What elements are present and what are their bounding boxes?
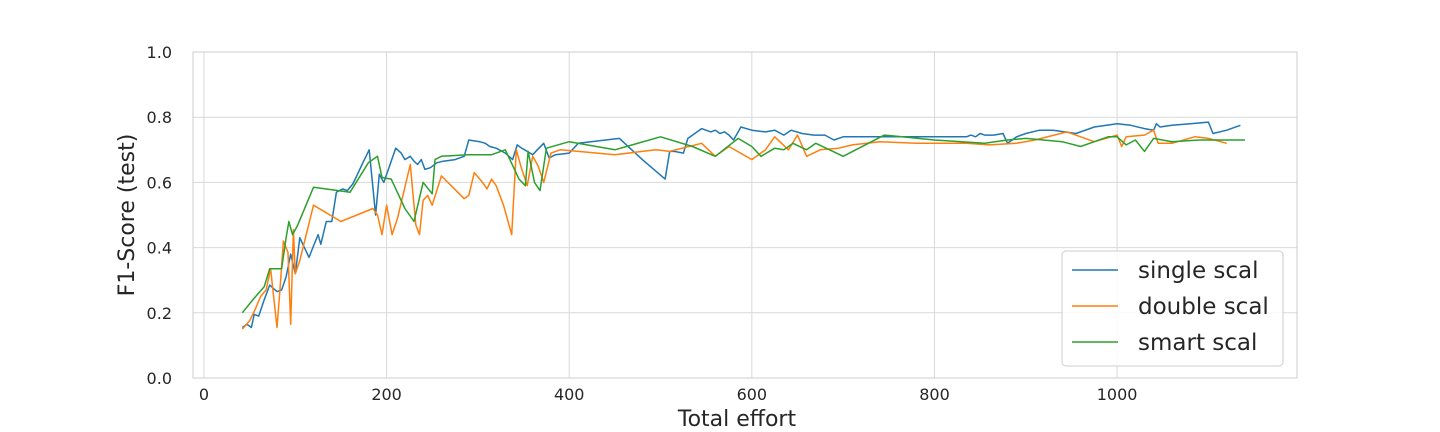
x-axis-label: Total effort <box>677 407 797 432</box>
legend-label-single-scal: single scal <box>1138 258 1259 284</box>
y-tick-label: 0.0 <box>147 369 172 388</box>
x-tick-label: 600 <box>737 385 768 404</box>
x-tick-labels: 0 200 400 600 800 1000 <box>199 385 1138 404</box>
x-tick-label: 800 <box>919 385 950 404</box>
y-tick-label: 0.6 <box>147 173 172 192</box>
legend-label-smart-scal: smart scal <box>1138 330 1257 356</box>
legend: single scal double scal smart scal <box>1061 250 1284 367</box>
x-tick-label: 400 <box>554 385 585 404</box>
series-line-double-scal <box>241 129 1227 330</box>
x-tick-label: 0 <box>199 385 209 404</box>
x-tick-label: 1000 <box>1097 385 1138 404</box>
y-tick-label: 0.4 <box>147 239 172 258</box>
series-line-smart-scal <box>241 134 1245 314</box>
y-tick-label: 1.0 <box>147 43 172 62</box>
legend-box <box>1061 250 1284 367</box>
plot-frame <box>192 51 1298 379</box>
y-tick-label: 0.2 <box>147 304 172 323</box>
y-tick-label: 0.8 <box>147 108 172 127</box>
series-lines <box>241 121 1245 330</box>
legend-label-double-scal: double scal <box>1138 294 1269 320</box>
x-tick-label: 200 <box>371 385 402 404</box>
y-axis-label: F1-Score (test) <box>115 134 140 297</box>
y-tick-labels: 0.0 0.2 0.4 0.6 0.8 1.0 <box>147 43 172 388</box>
